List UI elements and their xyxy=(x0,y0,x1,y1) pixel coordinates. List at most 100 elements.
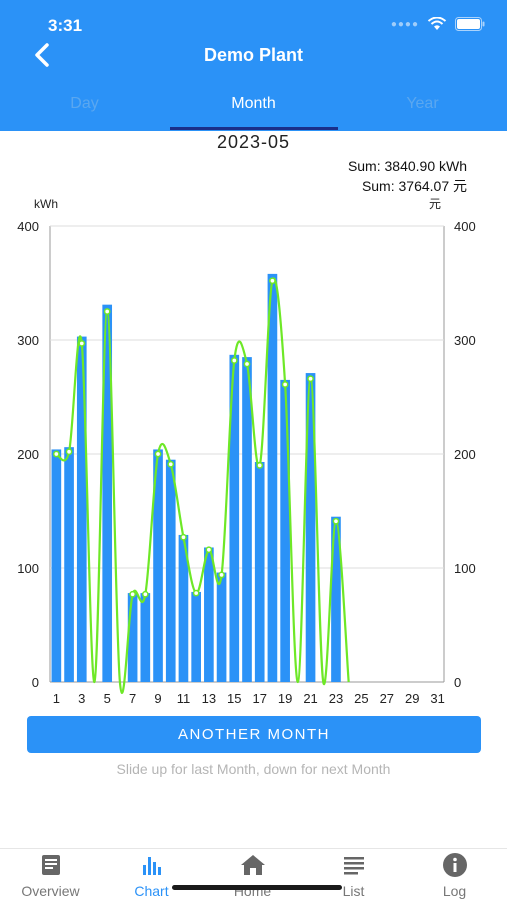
swipe-hint: Slide up for last Month, down for next M… xyxy=(116,761,391,777)
line-point xyxy=(180,533,187,541)
nav-overview[interactable]: Overview xyxy=(0,853,101,899)
y-tick-label-left: 200 xyxy=(17,447,39,462)
bar xyxy=(76,336,87,682)
status-icons: ●●●● xyxy=(391,17,485,31)
bar xyxy=(178,534,189,682)
bar xyxy=(153,449,163,682)
status-time: 3:31 xyxy=(48,16,83,35)
bar xyxy=(242,357,252,682)
y-tick-label-right: 100 xyxy=(454,561,476,576)
x-tick-label: 1 xyxy=(53,691,60,706)
info-icon xyxy=(442,853,467,877)
tab-year[interactable]: Year xyxy=(406,95,439,112)
bar xyxy=(331,516,341,682)
wifi-icon xyxy=(427,17,447,30)
line-point xyxy=(192,589,200,597)
y-tick-label-left: 400 xyxy=(17,219,39,234)
y-axis-unit-left: kWh xyxy=(34,197,58,211)
home-icon xyxy=(240,855,265,875)
line-point xyxy=(307,375,314,383)
y-tick-label-right: 0 xyxy=(454,675,461,690)
line-point xyxy=(65,448,73,456)
y-tick-label-left: 100 xyxy=(17,561,39,576)
nav-list-label: List xyxy=(342,883,365,899)
x-tick-label: 21 xyxy=(303,691,317,706)
line-point xyxy=(205,546,213,554)
line-point xyxy=(218,571,225,579)
signal-icon: ●●●● xyxy=(390,18,419,30)
home-indicator xyxy=(172,885,342,890)
nav-home[interactable]: Home xyxy=(202,853,303,899)
bar xyxy=(191,591,201,682)
energy-sum: Sum: 3840.90 kWh xyxy=(347,158,467,174)
x-tick-label: 31 xyxy=(430,691,444,706)
tab-day[interactable]: Day xyxy=(70,95,99,112)
bar xyxy=(165,459,176,682)
battery-icon xyxy=(455,17,485,31)
nav-log[interactable]: Log xyxy=(404,853,505,899)
y-tick-label-left: 0 xyxy=(32,675,39,690)
nav-list[interactable]: List xyxy=(303,853,404,899)
x-tick-label: 11 xyxy=(177,691,191,706)
nav-chart[interactable]: Chart xyxy=(101,853,202,899)
bar xyxy=(216,572,227,682)
line-point xyxy=(230,357,238,364)
y-tick-label-left: 300 xyxy=(17,333,39,348)
active-tab-indicator xyxy=(170,127,338,130)
money-sum: Sum: 3764.07 元 xyxy=(361,178,467,194)
bar xyxy=(254,461,265,682)
bar xyxy=(51,449,62,682)
x-tick-label: 29 xyxy=(405,691,419,706)
x-tick-label: 5 xyxy=(104,691,111,706)
another-month-button[interactable]: ANOTHER MONTH xyxy=(27,716,481,753)
period-label: 2023-05 xyxy=(216,132,291,152)
x-tick-label: 9 xyxy=(154,691,161,706)
list-icon xyxy=(343,857,364,875)
line-point xyxy=(243,360,251,368)
bar xyxy=(64,447,74,682)
x-tick-label: 3 xyxy=(78,691,85,706)
y-axis-unit-right: 元 xyxy=(429,197,441,211)
line-point xyxy=(167,460,175,468)
x-tick-label: 23 xyxy=(329,691,343,706)
nav-chart-label: Chart xyxy=(134,883,169,899)
x-tick-label: 25 xyxy=(354,691,368,706)
document-icon xyxy=(41,855,60,875)
page-title: Demo Plant xyxy=(203,45,304,65)
bar xyxy=(127,593,138,682)
line-point xyxy=(141,590,149,598)
bar xyxy=(102,304,113,682)
bar xyxy=(305,373,316,682)
line-point xyxy=(103,308,111,315)
nav-overview-label: Overview xyxy=(21,883,80,899)
nav-log-label: Log xyxy=(442,883,467,899)
line-point xyxy=(154,450,162,458)
x-tick-label: 7 xyxy=(129,691,136,706)
bar xyxy=(229,354,240,682)
bar xyxy=(280,379,290,682)
bottom-nav: Overview Chart Home xyxy=(0,848,507,901)
line-point xyxy=(53,450,60,458)
line-point xyxy=(256,462,264,469)
x-tick-label: 17 xyxy=(252,691,266,706)
money-line xyxy=(55,277,350,694)
line-point xyxy=(129,590,136,598)
bar-chart-icon xyxy=(142,857,161,875)
bar xyxy=(140,593,151,682)
x-tick-label: 13 xyxy=(202,691,216,706)
x-tick-label: 19 xyxy=(278,691,292,706)
app-header: 3:31 ●●●● Demo Plant Day Month Year xyxy=(0,0,507,131)
y-tick-label-right: 300 xyxy=(454,333,476,348)
back-arrow-icon[interactable] xyxy=(29,40,59,70)
line-point xyxy=(281,381,289,388)
y-tick-label-right: 200 xyxy=(454,447,476,462)
bar xyxy=(204,547,214,682)
x-tick-label: 27 xyxy=(380,691,394,706)
x-tick-label: 15 xyxy=(227,691,241,706)
line-point xyxy=(269,277,276,285)
tab-month[interactable]: Month xyxy=(231,95,276,112)
y-tick-label-right: 400 xyxy=(454,219,476,234)
line-point xyxy=(332,517,340,525)
line-point xyxy=(78,340,86,347)
